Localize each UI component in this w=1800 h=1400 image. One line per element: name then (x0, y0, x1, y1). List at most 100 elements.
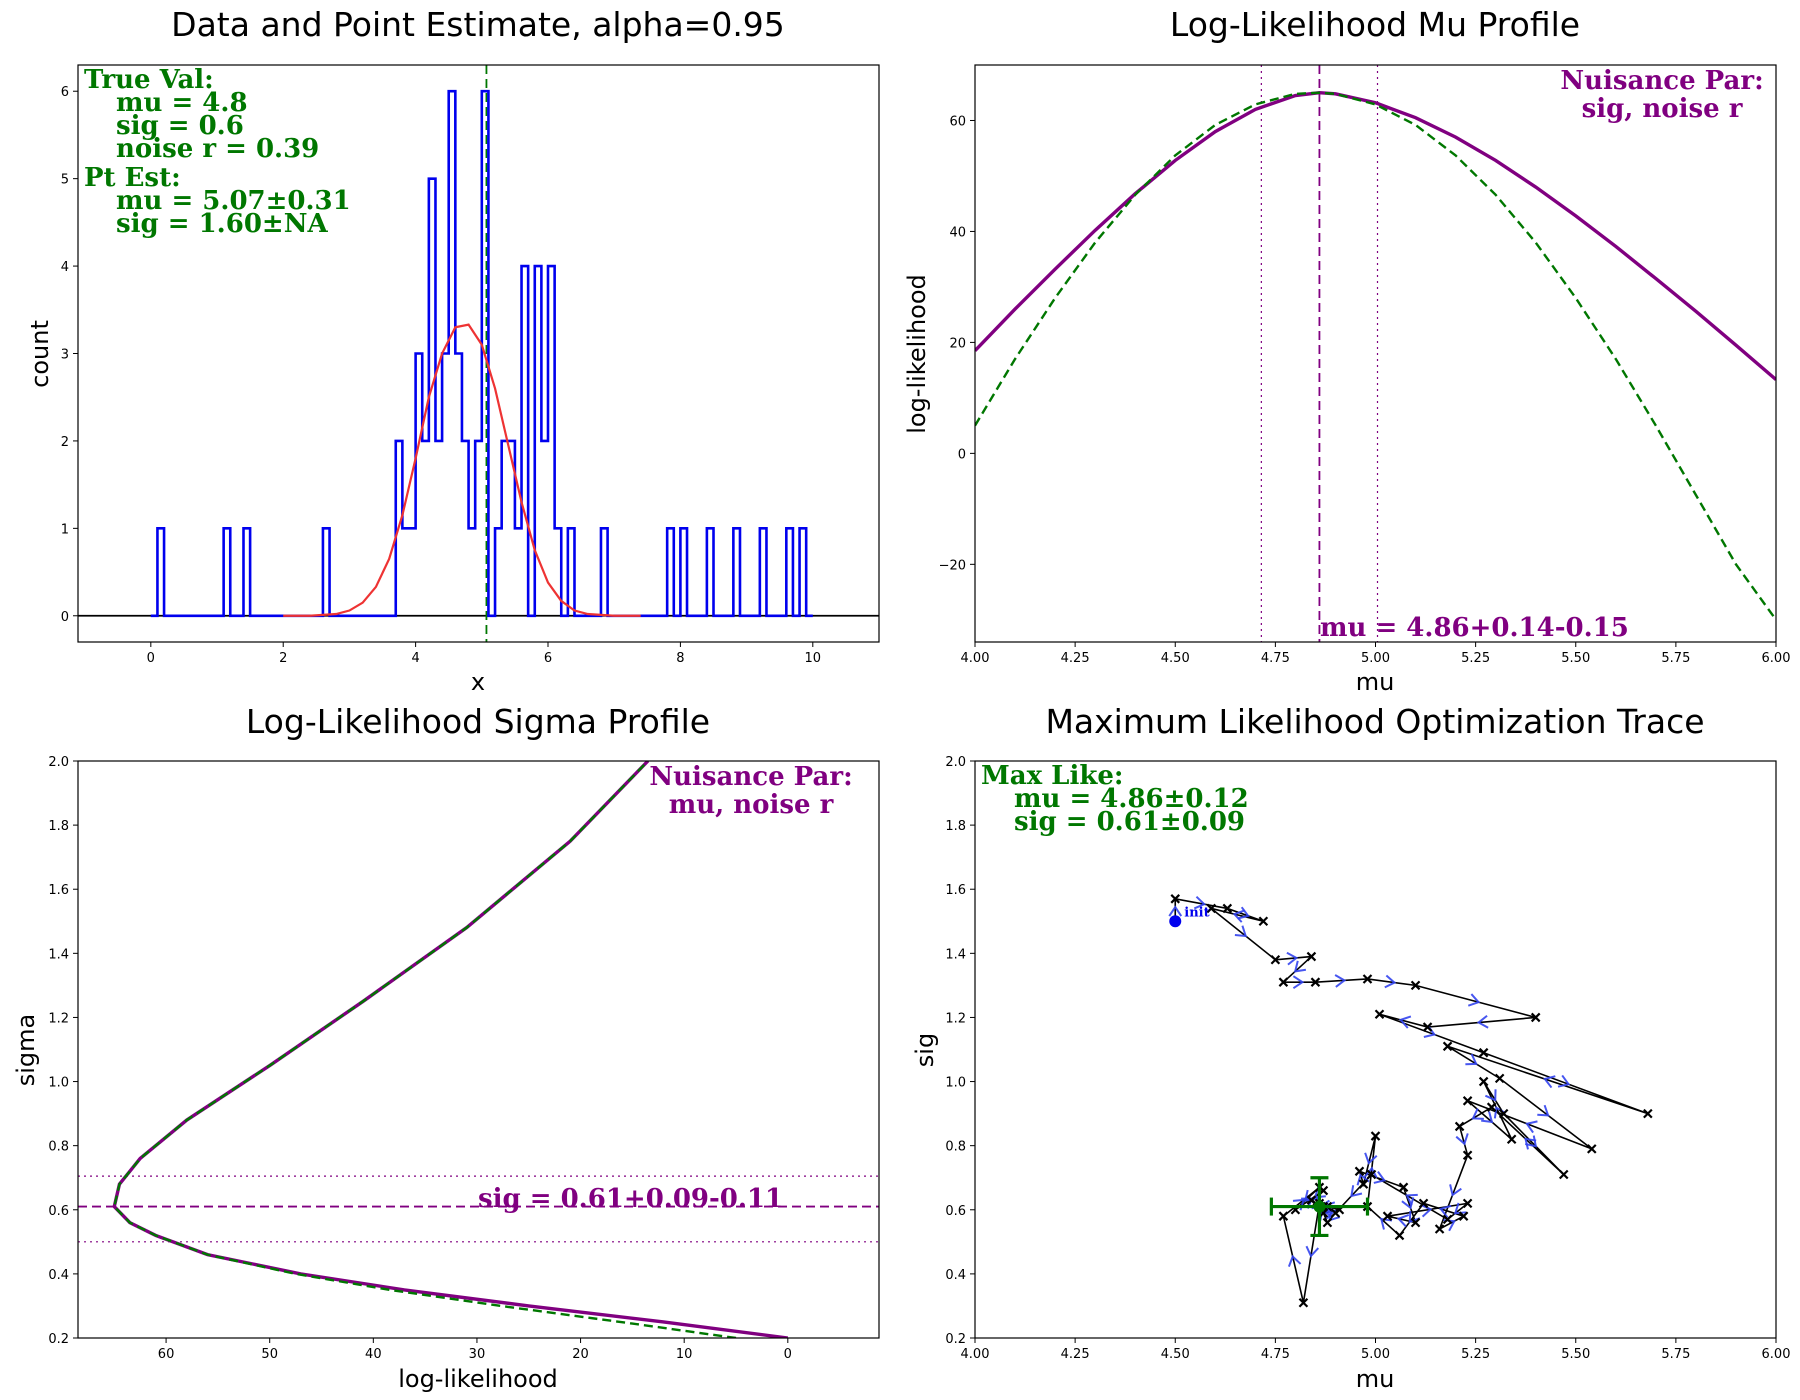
quadratic-approx-curve (975, 91, 1776, 621)
trace-point (1382, 1211, 1393, 1221)
direction-arrow (1293, 960, 1307, 973)
panel-title: Log-Likelihood Sigma Profile (246, 702, 710, 741)
direction-arrow (1525, 1120, 1538, 1134)
direction-arrow (1537, 1104, 1550, 1117)
annotation-true-values: True Val: mu = 4.8 sig = 0.6 noise r = 0… (84, 65, 351, 239)
y-tick-label: 0.2 (48, 1332, 69, 1347)
trace-point (1454, 1121, 1465, 1132)
panel-title: Log-Likelihood Mu Profile (1170, 5, 1580, 44)
x-tick-label: 5.50 (1561, 651, 1590, 666)
y-axis-label: sigma (12, 1014, 40, 1087)
y-tick-label: 0.8 (945, 1140, 966, 1155)
direction-arrow (1465, 1053, 1478, 1066)
annotation-nuisance: Nuisance Par: mu, noise r (649, 762, 852, 820)
trace-point (1442, 1214, 1453, 1225)
direction-arrow (1379, 1217, 1393, 1230)
plot-frame (974, 64, 1777, 643)
true-sig: sig = 0.6 (116, 111, 244, 141)
y-tick-label: 2 (61, 435, 69, 450)
y-tick-label: 5 (61, 173, 69, 188)
x-axis-label: mu (1356, 1365, 1395, 1393)
direction-arrow (1449, 1184, 1462, 1197)
x-tick-label: 40 (365, 1347, 382, 1362)
y-tick-label: 1.2 (945, 1011, 966, 1026)
direction-arrow (1286, 951, 1299, 966)
x-tick-label: 5.25 (1461, 651, 1490, 666)
y-tick-label: 0.6 (48, 1204, 69, 1219)
x-tick-label: 10 (676, 1347, 693, 1362)
x-tick-label: 4.75 (1261, 651, 1290, 666)
trace-point (1530, 1012, 1541, 1023)
x-tick-label: 6 (544, 651, 552, 666)
x-tick-label: 50 (261, 1347, 278, 1362)
point-estimate-header: Pt Est: (84, 163, 181, 193)
y-axis-label: count (26, 320, 54, 388)
trace-point (1643, 1108, 1653, 1119)
y-tick-label: 0 (61, 610, 69, 625)
direction-arrow (1453, 1202, 1467, 1215)
y-tick-label: 1.0 (945, 1076, 966, 1091)
direction-arrow (1471, 1108, 1484, 1120)
profile-curve (112, 761, 789, 1338)
panel-data-histogram: Data and Point Estimate, alpha=0.95 0 2 4 6… (26, 5, 880, 696)
y-tick-label: 1.6 (945, 883, 966, 898)
nuisance-header: Nuisance Par: (649, 762, 852, 792)
x-tick-label: 4.00 (961, 1347, 990, 1362)
trace-point (1586, 1144, 1597, 1154)
trace-point (1298, 1297, 1309, 1308)
direction-arrow (1193, 895, 1207, 910)
x-tick-label: 5.50 (1561, 1347, 1590, 1362)
direction-arrow (1356, 1173, 1370, 1186)
panel-title: Maximum Likelihood Optimization Trace (1045, 702, 1704, 741)
trace-point (1418, 1198, 1429, 1209)
x-tick-label: 6.00 (1762, 1347, 1791, 1362)
point-estimate-mu: mu = 5.07±0.31 (116, 186, 351, 216)
x-tick-label: 4.00 (961, 651, 990, 666)
max-like-mu: mu = 4.86±0.12 (1014, 784, 1249, 814)
x-tick-label: 8 (676, 651, 684, 666)
x-tick-label: 20 (572, 1347, 589, 1362)
direction-arrow (1334, 974, 1347, 988)
x-axis-label: x (471, 668, 485, 696)
trace-point (1206, 903, 1217, 914)
trace-point (1170, 894, 1181, 904)
mu-estimate-label: mu = 4.86+0.14-0.15 (1320, 613, 1629, 643)
x-tick-label: 6.00 (1762, 651, 1791, 666)
direction-arrow (1467, 993, 1481, 1007)
y-tick-label: 40 (949, 225, 966, 240)
trace-point (1498, 1108, 1509, 1119)
trace-point (1442, 1041, 1453, 1052)
annotation-nuisance: Nuisance Par: sig, noise r (1560, 66, 1763, 124)
y-tick-label: −20 (939, 558, 966, 573)
y-tick-label: 0.8 (48, 1140, 69, 1155)
direction-arrow (1232, 909, 1245, 923)
trace-point (1310, 977, 1321, 987)
direction-arrow (1396, 1213, 1410, 1228)
trace-point (1494, 1073, 1505, 1084)
panel-sigma-profile: Log-Likelihood Sigma Profile 60 50 40 30 20 1… (12, 702, 880, 1393)
direction-arrow (1384, 974, 1397, 989)
trace-point (1362, 974, 1373, 984)
y-tick-label: 0.6 (945, 1204, 966, 1219)
trace-point (1374, 1009, 1385, 1020)
annotation-max-like: Max Like: mu = 4.86±0.12 sig = 0.61±0.09 (981, 761, 1249, 837)
y-tick-label: 0 (958, 447, 966, 462)
y-axis-label: log-likelihood (903, 274, 931, 434)
trace-point (1434, 1224, 1445, 1234)
direction-arrow (1373, 1171, 1387, 1184)
direction-arrow (1287, 1254, 1302, 1268)
plot-frame (77, 760, 880, 1339)
trace-point (1458, 1211, 1469, 1221)
trace-point (1410, 1217, 1421, 1228)
trace-point (1462, 1150, 1473, 1161)
x-tick-label: 10 (805, 651, 822, 666)
x-tick-label: 4.50 (1161, 1347, 1190, 1362)
direction-arrow (1350, 1185, 1363, 1198)
trace-point (1478, 1076, 1489, 1087)
direction-arrow (1405, 1193, 1418, 1206)
best-fit-point (1313, 1200, 1326, 1213)
y-tick-label: 6 (61, 85, 69, 100)
y-tick-label: 1.8 (48, 819, 69, 834)
nuisance-header: Nuisance Par: (1560, 66, 1763, 96)
